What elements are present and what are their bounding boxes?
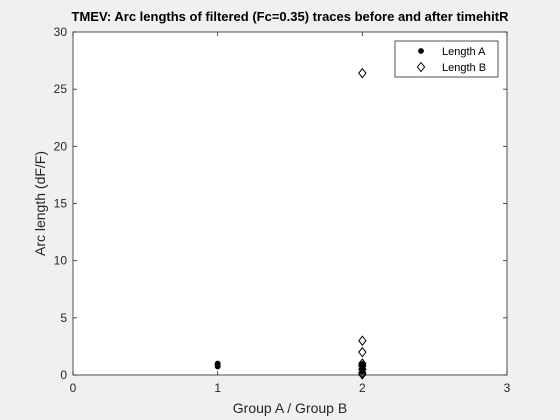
y-tick-label: 15	[54, 197, 68, 211]
x-tick-label: 1	[214, 381, 221, 395]
point-length-b	[358, 346, 367, 358]
y-tick-label: 10	[54, 254, 68, 268]
x-tick-label: 3	[504, 381, 511, 395]
point-length-a	[214, 360, 221, 367]
point-length-b	[358, 363, 367, 375]
y-tick-label: 30	[54, 25, 68, 39]
x-axis-label: Group A / Group B	[233, 400, 347, 416]
y-tick-label: 25	[54, 82, 68, 96]
y-tick-label: 5	[60, 311, 67, 325]
legend-label-length-b: Length B	[442, 62, 486, 74]
data-points	[214, 67, 367, 380]
x-tick-label: 0	[70, 381, 77, 395]
point-length-b	[358, 335, 367, 347]
chart-title: TMEV: Arc lengths of filtered (Fc=0.35) …	[72, 9, 510, 24]
point-length-b	[358, 367, 367, 379]
legend-label-length-a: Length A	[442, 46, 486, 58]
y-tick-label: 20	[54, 139, 68, 153]
y-ticks: 0 5 10 15 20 25 30	[54, 25, 507, 382]
y-tick-label: 0	[60, 368, 67, 382]
y-axis-label: Arc length (dF/F)	[32, 151, 48, 256]
legend-marker-length-b	[416, 61, 426, 73]
legend-items: Length A Length B	[416, 46, 486, 74]
point-length-b	[358, 67, 367, 79]
plot-area	[73, 32, 507, 375]
legend-box	[394, 40, 499, 78]
legend: Length A Length B	[394, 40, 499, 78]
point-length-b	[358, 369, 367, 380]
x-tick-label: 2	[359, 381, 366, 395]
x-ticks: 0 1 2 3	[70, 32, 511, 395]
legend-marker-length-a	[418, 48, 424, 54]
